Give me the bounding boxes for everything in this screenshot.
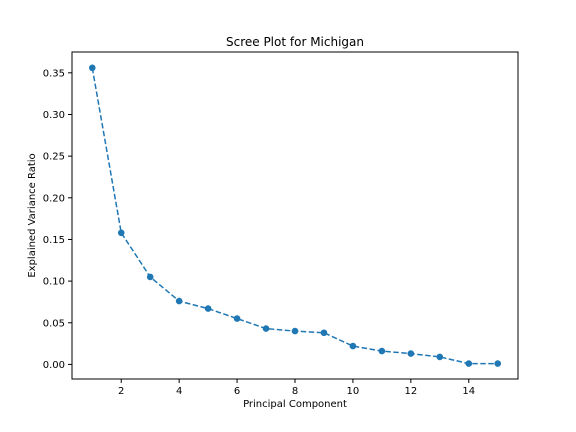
data-point	[204, 305, 212, 312]
data-point	[465, 360, 473, 367]
x-axis-label: Principal Component	[243, 399, 347, 410]
y-tick-label: 0.20	[43, 193, 65, 204]
data-point	[378, 347, 386, 355]
x-tick-label: 14	[462, 386, 475, 397]
data-point	[436, 353, 444, 361]
data-point	[494, 360, 502, 367]
chart-title: Scree Plot for Michigan	[226, 35, 364, 49]
data-point	[117, 229, 125, 237]
data-point	[262, 325, 270, 332]
data-point	[233, 315, 241, 322]
x-tick-label: 4	[176, 386, 182, 397]
y-tick-label: 0.10	[43, 277, 65, 288]
y-axis: 0.00 0.05 0.10 0.15 0.20 0.25 0.30 0.35	[43, 68, 72, 371]
data-point	[175, 297, 183, 305]
series-layer	[88, 64, 502, 367]
y-tick-label: 0.25	[43, 152, 65, 163]
x-tick-label: 8	[292, 386, 298, 397]
y-tick-label: 0.15	[43, 235, 65, 246]
y-tick-label: 0.00	[43, 360, 65, 371]
y-axis-label: Explained Variance Ratio	[27, 153, 38, 277]
x-tick-label: 2	[118, 386, 124, 397]
y-tick-label: 0.30	[43, 110, 65, 121]
x-tick-label: 6	[234, 386, 240, 397]
y-tick-label: 0.35	[43, 68, 65, 79]
data-point	[349, 342, 357, 350]
x-tick-label: 12	[404, 386, 417, 397]
y-tick-label: 0.05	[43, 318, 65, 329]
x-axis: 2 4 6 8 10 12 14	[118, 379, 475, 397]
data-point	[320, 329, 328, 337]
data-point	[88, 64, 96, 72]
series-line	[91, 67, 498, 365]
data-point	[291, 327, 299, 335]
x-tick-label: 10	[347, 386, 360, 397]
data-point	[146, 273, 154, 281]
data-point	[407, 350, 415, 357]
